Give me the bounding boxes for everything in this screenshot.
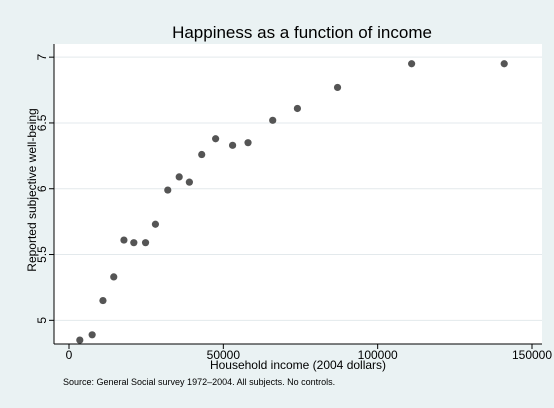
data-point	[293, 104, 302, 113]
x-axis-label: Household income (2004 dollars)	[210, 358, 386, 372]
axis-ticks: 5 5.5 6 6.5 7 0 50000 100000 150000	[35, 54, 552, 362]
y-tick-label: 5.5	[35, 246, 49, 263]
data-point	[175, 173, 183, 181]
chart-title: Happiness as a function of income	[172, 23, 432, 42]
plot-area	[54, 44, 542, 344]
y-axis-label: Reported subjective well-being	[25, 108, 39, 271]
y-tick-label: 6	[35, 185, 49, 192]
data-point	[212, 135, 220, 143]
data-point	[99, 296, 107, 305]
data-point	[500, 60, 508, 68]
data-point	[110, 273, 118, 281]
x-tick-label: 150000	[512, 348, 552, 362]
data-point	[76, 336, 84, 344]
data-point	[244, 139, 252, 147]
data-point	[408, 60, 416, 68]
data-point	[333, 83, 342, 92]
data-point	[151, 220, 160, 228]
data-point	[120, 236, 128, 244]
data-point	[130, 239, 138, 247]
y-tick-label: 7	[35, 54, 49, 61]
data-point	[164, 186, 172, 194]
data-point	[88, 331, 96, 339]
data-points	[76, 60, 508, 344]
x-tick-label: 100000	[358, 348, 398, 362]
data-point	[228, 141, 237, 149]
data-point	[141, 239, 150, 247]
data-point	[269, 116, 277, 124]
x-tick-label: 50000	[207, 348, 241, 362]
grid-lines	[54, 56, 542, 321]
data-point	[198, 150, 206, 159]
data-point	[185, 178, 193, 186]
source-note: Source: General Social survey 1972–2004.…	[63, 377, 335, 387]
y-tick-label: 6.5	[35, 114, 49, 131]
x-tick-label: 0	[66, 348, 73, 362]
y-tick-label: 5	[35, 317, 49, 324]
